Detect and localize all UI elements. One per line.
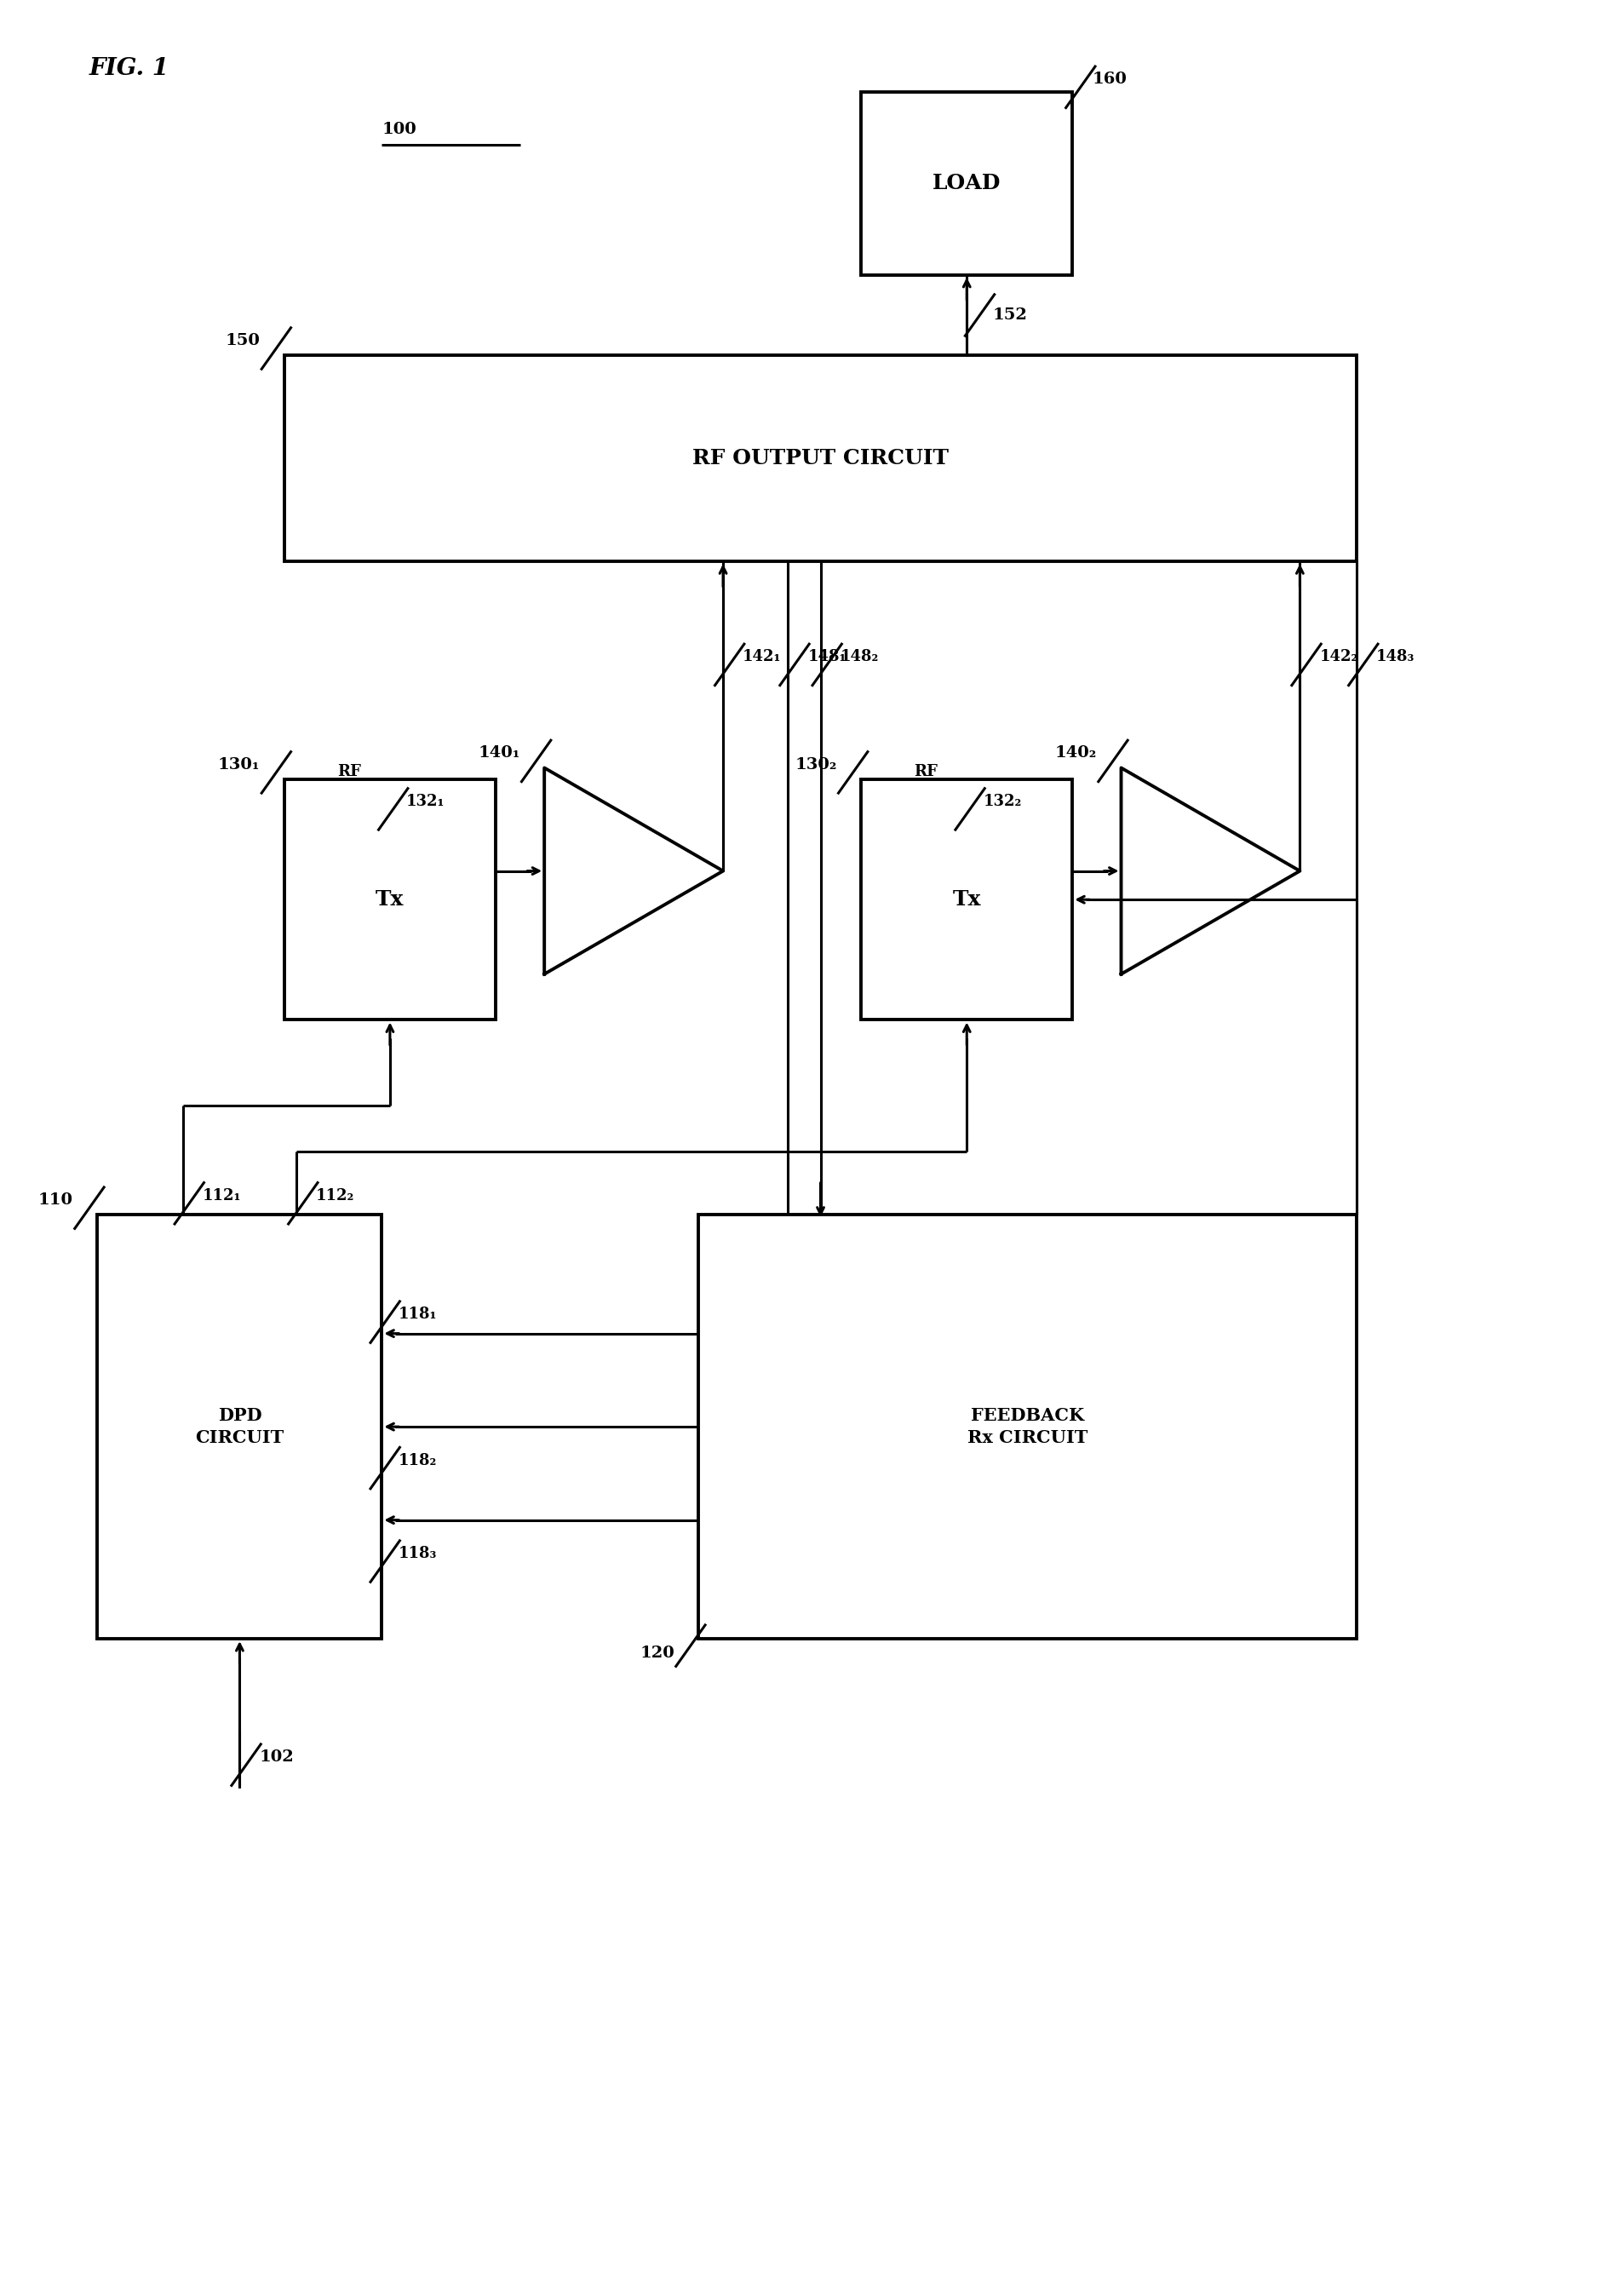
Text: 142₂: 142₂	[1319, 649, 1358, 665]
Text: 118₂: 118₂	[398, 1453, 437, 1469]
Text: RF: RF	[336, 763, 361, 779]
Bar	[698, 1215, 1356, 1639]
Text: Tx: Tx	[952, 889, 981, 910]
Text: RF: RF	[913, 763, 937, 779]
Text: 140₂: 140₂	[1054, 745, 1096, 761]
Text: 148₃: 148₃	[1376, 649, 1415, 665]
Text: 120: 120	[640, 1646, 674, 1662]
Bar	[97, 1215, 382, 1639]
Text: 112₁: 112₁	[201, 1187, 240, 1203]
Text: 118₃: 118₃	[398, 1547, 437, 1561]
Bar	[284, 779, 495, 1020]
Text: 100: 100	[382, 121, 416, 138]
Bar	[861, 779, 1072, 1020]
Text: 118₁: 118₁	[398, 1306, 437, 1322]
Text: LOAD: LOAD	[932, 174, 1000, 193]
Text: 130₂: 130₂	[794, 756, 836, 772]
Text: 140₁: 140₁	[477, 745, 520, 761]
Text: 132₁: 132₁	[406, 793, 445, 809]
Text: RF OUTPUT CIRCUIT: RF OUTPUT CIRCUIT	[692, 449, 948, 468]
Text: 110: 110	[39, 1192, 73, 1208]
Text: FIG. 1: FIG. 1	[89, 57, 169, 80]
Text: FEEDBACK
Rx CIRCUIT: FEEDBACK Rx CIRCUIT	[966, 1407, 1088, 1446]
Text: 152: 152	[992, 307, 1026, 323]
Text: 150: 150	[226, 332, 260, 348]
Text: 102: 102	[260, 1749, 294, 1765]
Text: Tx: Tx	[375, 889, 404, 910]
Text: 132₂: 132₂	[983, 793, 1021, 809]
Text: 148₂: 148₂	[840, 649, 879, 665]
Bar	[284, 355, 1356, 562]
Text: 130₁: 130₁	[218, 756, 260, 772]
Bar	[861, 92, 1072, 275]
Text: 112₂: 112₂	[315, 1187, 354, 1203]
Text: 142₁: 142₁	[742, 649, 781, 665]
Text: 148₁: 148₁	[807, 649, 846, 665]
Text: DPD
CIRCUIT: DPD CIRCUIT	[195, 1407, 284, 1446]
Text: 160: 160	[1091, 71, 1125, 87]
